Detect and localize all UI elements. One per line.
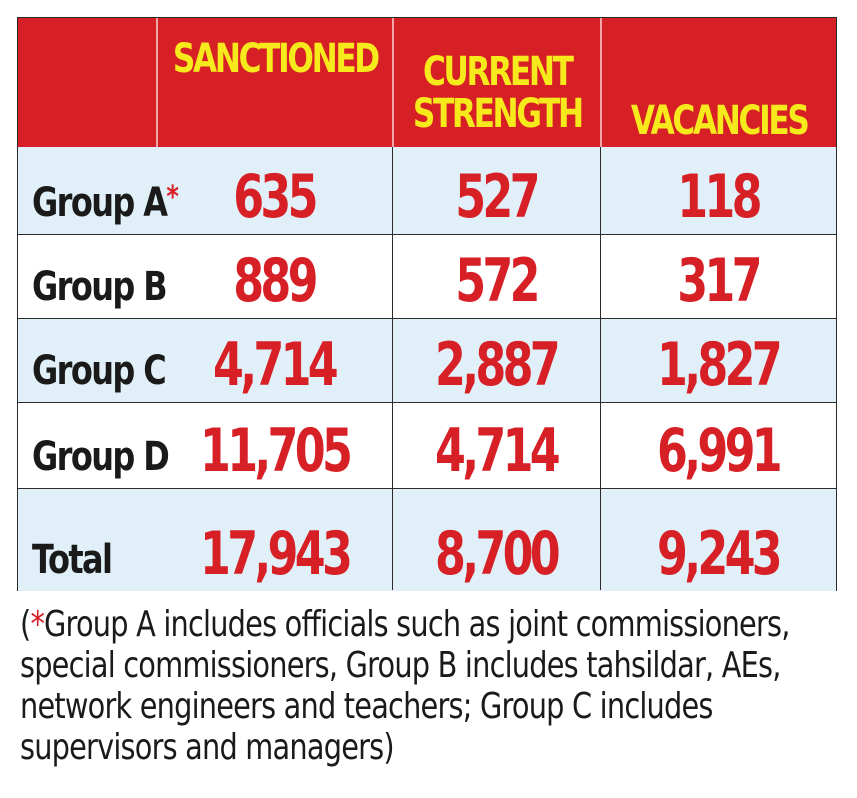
cell-value: 17,943 [200,519,353,589]
header-current-line1: CURRENT [422,48,574,95]
footnote-marker: * [166,180,179,215]
table-row: Group B 889 572 317 [18,234,836,318]
table-header: SANCTIONED CURRENT STRENGTH VACANCIES [18,18,836,147]
cell-value: 2,887 [435,330,561,400]
row-label: Group D [32,434,170,480]
footnote-open: ( [20,604,31,645]
footnote-line-3: network engineers and teachers; Group C … [20,686,713,727]
cell-value: 11,705 [200,416,353,486]
row-label: Total [32,537,113,583]
cell-value: 317 [677,246,762,316]
footnote-line-4: supervisors and managers) [20,727,395,768]
cell-value: 635 [233,162,318,232]
footnote: (*Group A includes officials such as joi… [20,604,820,768]
header-vacancies: VACANCIES [600,18,836,147]
vacancy-table: SANCTIONED CURRENT STRENGTH VACANCIES Gr… [17,17,837,591]
table-row: Group D 11,705 4,714 6,991 [18,402,836,488]
cell-value: 4,714 [213,330,339,400]
row-label: Group C [32,348,167,394]
row-label-text: Total [32,537,113,583]
row-label-text: Group B [32,264,168,310]
cell-value: 118 [677,162,762,232]
cell-value: 1,827 [657,330,783,400]
cell-value: 527 [455,162,540,232]
divider-2 [600,147,601,590]
header-current-strength: CURRENT STRENGTH [392,18,600,147]
cell-value: 8,700 [435,519,561,589]
cell-value: 889 [233,246,318,316]
header-current-line2: STRENGTH [412,90,584,137]
row-label-text: Group D [32,434,170,480]
header-sanctioned-label: SANCTIONED [172,36,380,82]
table-row: Group C 4,714 2,887 1,827 [18,318,836,402]
divider-1 [392,147,393,590]
cell-value: 4,714 [435,416,561,486]
footnote-line-1: Group A includes officials such as joint… [44,604,790,645]
footnote-star: * [30,604,45,645]
row-label: Group A* [32,180,179,226]
cell-value: 572 [455,246,540,316]
cell-value: 6,991 [657,416,783,486]
header-sanctioned: SANCTIONED [156,18,392,147]
table-row: Group A* 635 527 118 [18,147,836,234]
row-label-text: Group A [32,180,168,226]
header-vacancies-label: VACANCIES [630,98,810,144]
footnote-line-2: special commissioners, Group B includes … [20,645,781,686]
row-label: Group B [32,264,168,310]
cell-value: 9,243 [657,519,783,589]
table-row: Total 17,943 8,700 9,243 [18,488,836,591]
row-label-text: Group C [32,348,167,394]
